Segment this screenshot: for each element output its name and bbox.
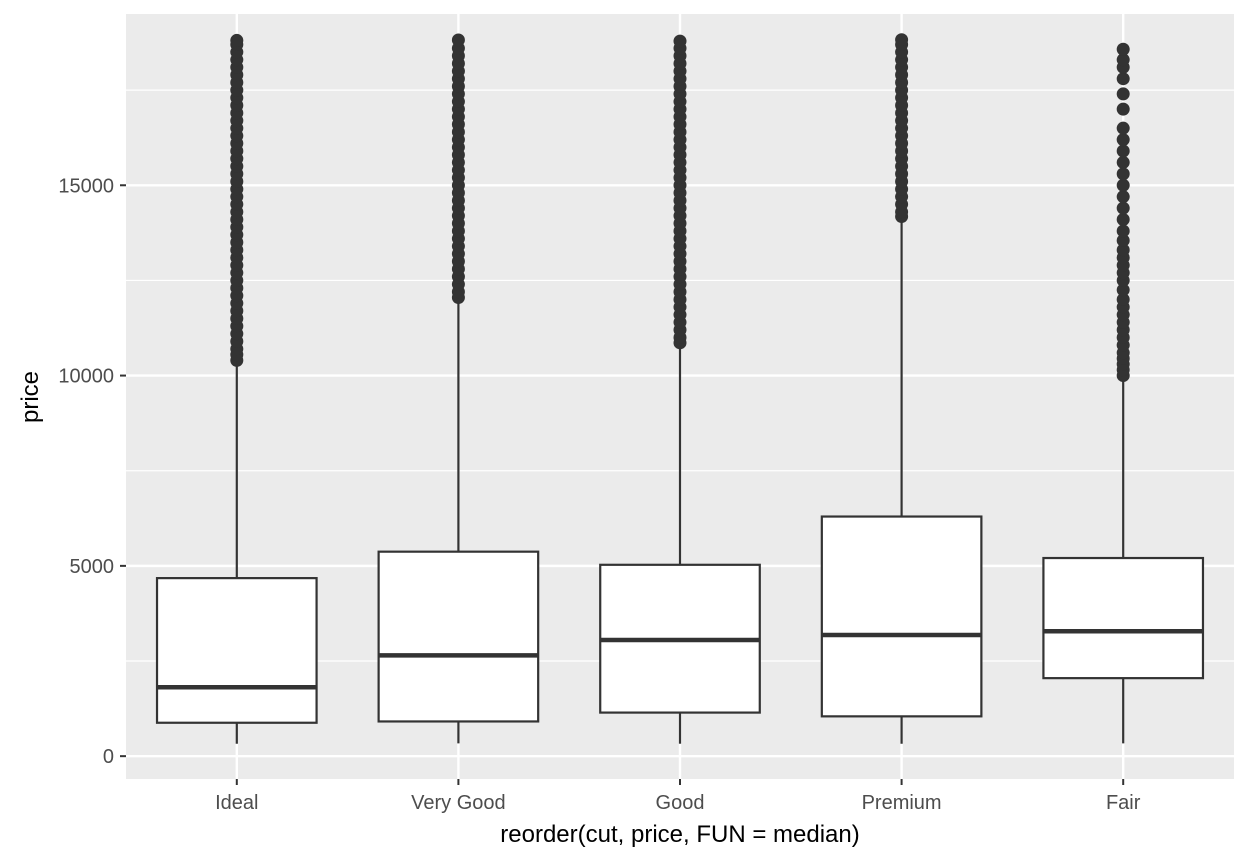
outlier-point [1116,87,1130,101]
y-tick-label: 0 [103,746,114,768]
iqr-box [155,577,318,724]
y-tick-label: 10000 [58,366,114,388]
outlier-point [1116,144,1130,158]
outlier-point [1116,72,1130,86]
axes: 0 5000 10000 15000 Ideal Very Good Good Premium… [58,175,1140,814]
box-good [599,34,761,744]
outlier-point [1116,167,1130,181]
y-axis-title: price [17,371,44,423]
outlier-point [1116,292,1130,306]
outlier-point [1116,283,1130,297]
outlier-point [1116,155,1130,169]
outlier-point [1116,102,1130,116]
outlier-point [895,33,909,47]
outlier-point [1116,178,1130,192]
boxes [155,33,1205,744]
x-tick-label: Good [656,792,705,814]
box-very-good [377,33,540,744]
outlier-point [1116,133,1130,147]
box-premium [820,33,983,744]
x-axis-title: reorder(cut, price, FUN = median) [500,821,859,848]
outlier-point [673,34,687,48]
box-ideal [155,33,318,744]
iqr-box [820,515,983,718]
outlier-point [1116,224,1130,238]
y-tick-label: 15000 [58,175,114,197]
outlier-point [1116,190,1130,204]
outlier-point [1116,121,1130,135]
outlier-point [230,33,244,47]
box-fair [1042,42,1205,744]
outlier-point [1116,42,1130,56]
outlier-point [1116,213,1130,227]
x-tick-label: Premium [862,792,942,814]
x-tick-label: Ideal [215,792,258,814]
outlier-point [1116,243,1130,257]
outlier-point [1116,233,1130,247]
outlier-point [1116,53,1130,67]
iqr-box [1042,556,1205,680]
y-tick-label: 5000 [70,556,115,578]
outlier-point [451,33,465,47]
x-tick-label: Very Good [411,792,506,814]
x-tick-label: Fair [1106,792,1141,814]
outlier-point [1116,201,1130,215]
iqr-box [377,550,540,723]
